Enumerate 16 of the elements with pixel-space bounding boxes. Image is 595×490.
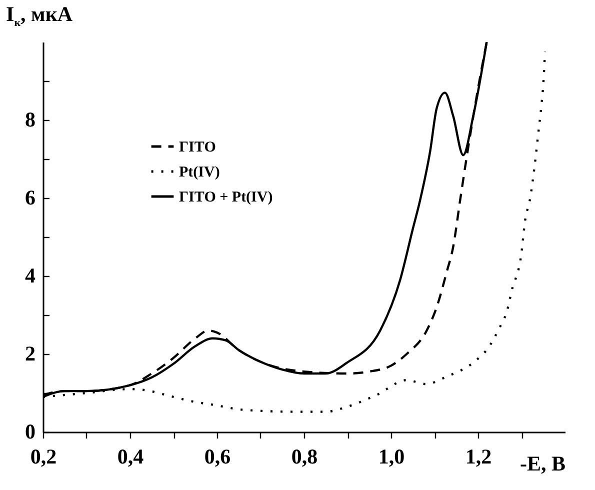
x-tick-label: 0,2 [30, 444, 57, 468]
x-tick-label: 1,0 [378, 444, 405, 468]
y-tick-label: 8 [25, 108, 36, 132]
x-tick-label: 1,2 [465, 444, 492, 468]
y-tick-label: 4 [25, 264, 36, 288]
x-tick-label: 0,4 [117, 444, 144, 468]
y-tick-label: 6 [25, 186, 36, 210]
legend-label: ГІТО [179, 140, 216, 156]
x-tick-label: 0,6 [204, 444, 231, 468]
y-tick-label: 2 [25, 342, 36, 366]
legend-label: ГІТО + Pt(IV) [179, 190, 273, 206]
x-tick-label: 0,8 [291, 444, 318, 468]
y-tick-label: 0 [25, 420, 36, 444]
x-axis-title: -E, B [520, 452, 566, 476]
y-axis-title: I$_{к}$, мкА [6, 2, 73, 30]
legend-label: Pt(IV) [179, 164, 220, 180]
